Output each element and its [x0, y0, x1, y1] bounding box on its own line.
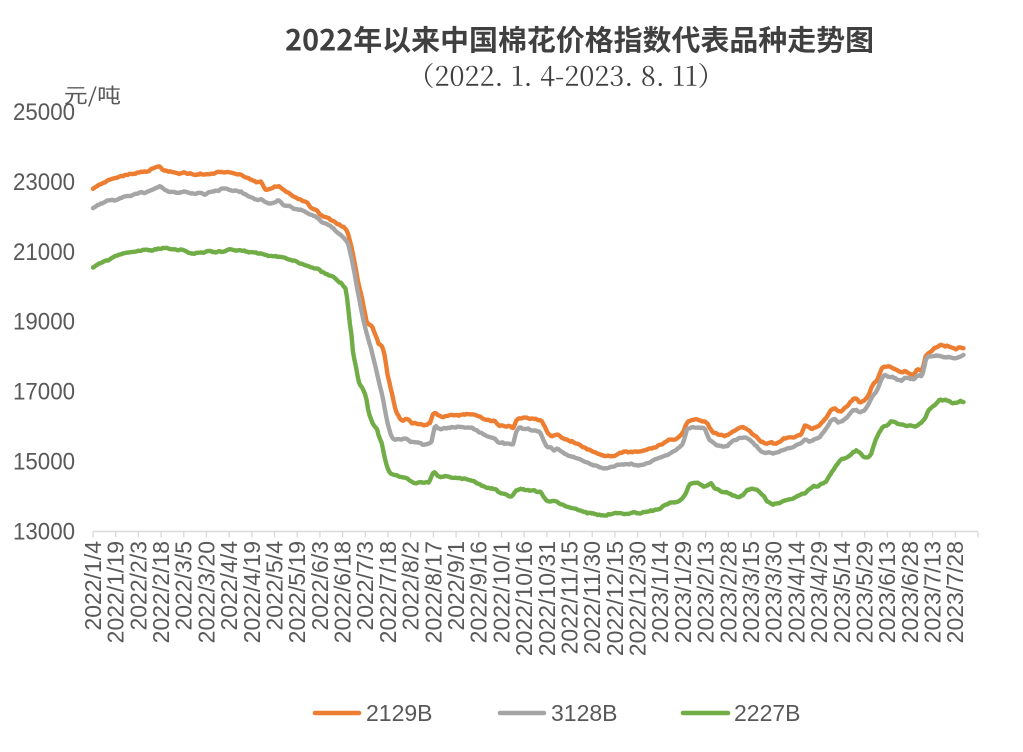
svg-text:2023/6/28: 2023/6/28: [897, 541, 923, 643]
svg-text:2022/5/4: 2022/5/4: [262, 541, 288, 631]
svg-text:2022/6/3: 2022/6/3: [307, 541, 333, 631]
svg-text:2022/10/31: 2022/10/31: [534, 541, 560, 656]
svg-text:2023/4/29: 2023/4/29: [806, 541, 832, 643]
svg-text:2023/3/15: 2023/3/15: [738, 541, 764, 643]
svg-text:2023/3/30: 2023/3/30: [761, 541, 787, 643]
svg-text:2022/2/3: 2022/2/3: [125, 541, 151, 631]
svg-text:2022/1/19: 2022/1/19: [103, 541, 129, 643]
svg-text:21000: 21000: [13, 239, 75, 266]
svg-text:2022/4/19: 2022/4/19: [239, 541, 265, 643]
svg-text:2022/9/16: 2022/9/16: [466, 541, 492, 643]
svg-text:2022/11/15: 2022/11/15: [557, 541, 583, 654]
svg-text:2022/3/20: 2022/3/20: [193, 541, 219, 643]
svg-text:13000: 13000: [13, 519, 75, 546]
svg-text:2022/10/1: 2022/10/1: [488, 541, 514, 643]
svg-text:2022/9/1: 2022/9/1: [443, 541, 469, 631]
svg-text:2023/2/13: 2023/2/13: [693, 541, 719, 643]
svg-text:2023/7/28: 2023/7/28: [942, 541, 968, 643]
svg-text:23000: 23000: [13, 169, 75, 196]
svg-text:3128B: 3128B: [551, 700, 618, 726]
svg-text:2022/12/15: 2022/12/15: [602, 541, 628, 656]
svg-text:2022/5/19: 2022/5/19: [284, 541, 310, 643]
svg-text:19000: 19000: [13, 309, 75, 336]
svg-text:2023/1/14: 2023/1/14: [647, 541, 673, 644]
svg-text:2022/6/18: 2022/6/18: [330, 541, 356, 643]
svg-text:2129B: 2129B: [366, 700, 433, 726]
svg-text:2022/8/2: 2022/8/2: [398, 541, 424, 631]
svg-text:2022/3/5: 2022/3/5: [171, 541, 197, 631]
svg-text:2023/5/29: 2023/5/29: [852, 541, 878, 643]
svg-text:2227B: 2227B: [734, 700, 801, 726]
svg-text:2022/12/30: 2022/12/30: [625, 541, 651, 656]
svg-text:2023/6/13: 2023/6/13: [874, 541, 900, 643]
svg-text:2022/7/3: 2022/7/3: [352, 541, 378, 631]
svg-text:2022/10/16: 2022/10/16: [511, 541, 537, 656]
svg-text:2022/1/4: 2022/1/4: [80, 541, 106, 631]
svg-text:17000: 17000: [13, 379, 75, 406]
svg-text:2023/4/14: 2023/4/14: [783, 541, 809, 644]
svg-text:2023/7/13: 2023/7/13: [920, 541, 946, 643]
svg-text:2022/2/18: 2022/2/18: [148, 541, 174, 643]
svg-text:2022/4/4: 2022/4/4: [216, 541, 242, 631]
svg-text:2023/2/28: 2023/2/28: [715, 541, 741, 643]
svg-text:2023/5/14: 2023/5/14: [829, 541, 855, 644]
svg-text:2022/11/30: 2022/11/30: [579, 541, 605, 654]
svg-text:25000: 25000: [13, 99, 75, 126]
svg-text:15000: 15000: [13, 449, 75, 476]
svg-text:2023/1/29: 2023/1/29: [670, 541, 696, 643]
svg-text:2022/7/18: 2022/7/18: [375, 541, 401, 643]
svg-text:2022/8/17: 2022/8/17: [420, 541, 446, 643]
